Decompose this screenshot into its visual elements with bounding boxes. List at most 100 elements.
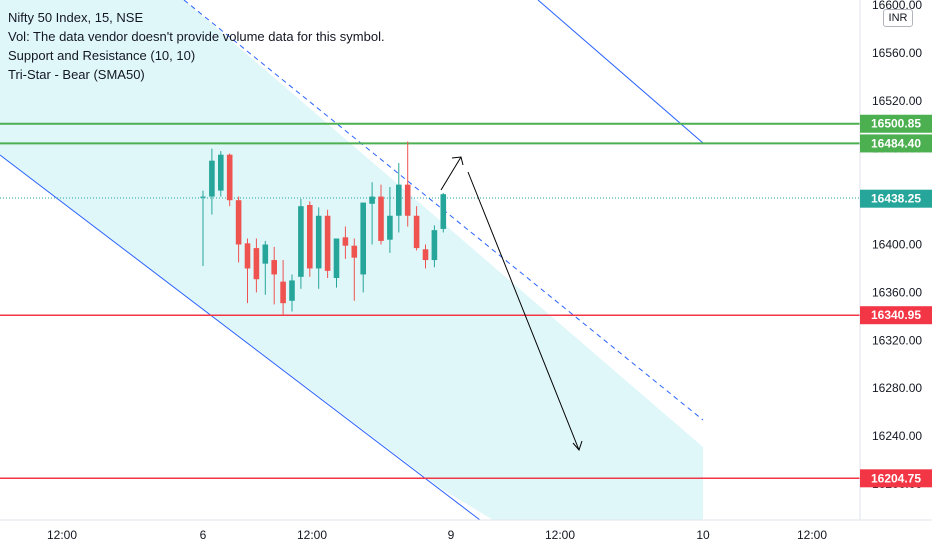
- price-tag-bg: [860, 306, 932, 325]
- candle: [262, 240, 269, 295]
- candle: [369, 182, 375, 245]
- candle-body: [404, 184, 411, 216]
- candle: [280, 260, 286, 316]
- price-tag: 16500.85: [860, 114, 932, 133]
- candle: [315, 207, 322, 289]
- price-tag: 16438.25: [860, 189, 932, 208]
- candle-body: [396, 184, 402, 216]
- price-tag-bg: [860, 189, 932, 208]
- candle-body: [360, 202, 366, 275]
- arrow-down-head: [572, 440, 583, 451]
- candle: [226, 153, 233, 207]
- candle: [235, 196, 242, 263]
- price-tick-label: 16520.00: [872, 94, 922, 108]
- price-tick-label: 16400.00: [872, 238, 922, 252]
- price-tick-label: 16240.00: [872, 429, 922, 443]
- projection-arrow[interactable]: [440, 156, 583, 451]
- volume-note: Vol: The data vendor doesn't provide vol…: [8, 29, 385, 44]
- arrow-down-segment[interactable]: [467, 171, 580, 451]
- arrow-up-segment[interactable]: [440, 156, 462, 191]
- price-tag-bg: [860, 114, 932, 133]
- price-tick-label: 16320.00: [872, 333, 922, 347]
- candle: [298, 198, 304, 289]
- candle: [422, 244, 429, 269]
- candle: [289, 274, 295, 312]
- price-tag-label: 16500.85: [871, 117, 921, 131]
- candle-body: [440, 194, 447, 229]
- candle-body: [244, 243, 251, 269]
- candle-body: [378, 196, 384, 241]
- candle-body: [298, 206, 304, 277]
- price-tag: 16340.95: [860, 306, 932, 325]
- time-tick-label: 6: [200, 528, 207, 542]
- candle-body: [387, 215, 393, 240]
- candle-body: [307, 204, 313, 269]
- candle-body: [333, 238, 340, 279]
- price-tag-label: 16340.95: [871, 308, 921, 322]
- time-tick-label: 12:00: [297, 528, 327, 542]
- candle: [404, 141, 411, 227]
- time-tick-label: 9: [448, 528, 455, 542]
- candle: [271, 246, 277, 305]
- candle: [342, 226, 349, 259]
- candle: [440, 193, 447, 233]
- candle-body: [209, 160, 215, 197]
- candle-body: [342, 237, 349, 246]
- candle: [413, 206, 420, 251]
- channel-fill: [0, 0, 703, 520]
- price-tags: 16500.85 16484.40 16340.95 16204.75 16438.25: [860, 114, 932, 488]
- candles: [200, 141, 447, 316]
- candle-body: [289, 280, 295, 301]
- candle-body: [351, 245, 358, 258]
- candle-body: [315, 215, 322, 269]
- candle: [307, 201, 313, 277]
- candle-body: [271, 260, 277, 275]
- channel-lower-line[interactable]: [0, 154, 481, 521]
- price-tag-bg: [860, 469, 932, 488]
- candle-body: [280, 281, 286, 304]
- arrow-up-head: [451, 156, 464, 166]
- candle: [218, 151, 224, 197]
- time-axis[interactable]: 12:00 6 12:00 9 12:00 10 12:00: [47, 528, 827, 542]
- horizontal-levels: [0, 122, 860, 480]
- price-tag-label: 16484.40: [871, 136, 921, 150]
- candle: [360, 202, 366, 293]
- indicator-support-resistance[interactable]: Support and Resistance (10, 10): [8, 48, 196, 63]
- time-tick-label: 10: [696, 528, 710, 542]
- candle-body: [226, 154, 233, 201]
- candle-body: [369, 196, 375, 204]
- candle: [396, 163, 402, 233]
- candle: [244, 238, 251, 304]
- price-tag: 16204.75: [860, 469, 932, 488]
- candle: [253, 238, 260, 293]
- candle: [387, 187, 393, 253]
- price-tag-label: 16204.75: [871, 471, 921, 485]
- price-tick-label: 16360.00: [872, 285, 922, 299]
- candle-body: [253, 248, 260, 280]
- price-tick-label: 16560.00: [872, 46, 922, 60]
- candle-body: [324, 215, 331, 271]
- channel-upper-line[interactable]: [537, 0, 704, 144]
- chart-legend: Nifty 50 Index, 15, NSE Vol: The data ve…: [8, 8, 385, 84]
- candle-body: [431, 230, 438, 261]
- time-tick-label: 12:00: [545, 528, 575, 542]
- price-tag-bg: [860, 134, 932, 153]
- candle: [431, 225, 438, 268]
- candle-body: [218, 154, 224, 191]
- candle: [378, 184, 384, 245]
- symbol-title[interactable]: Nifty 50 Index, 15, NSE: [8, 10, 144, 25]
- candle: [209, 148, 215, 215]
- price-tag: 16484.40: [860, 134, 932, 153]
- candle: [333, 238, 340, 288]
- time-tick-label: 12:00: [797, 528, 827, 542]
- indicator-tri-star[interactable]: Tri-Star - Bear (SMA50): [8, 67, 145, 82]
- candle-body: [422, 249, 429, 261]
- candle-body: [413, 215, 420, 249]
- currency-badge[interactable]: INR: [883, 9, 913, 27]
- price-tick-label: 16280.00: [872, 381, 922, 395]
- candle-body: [235, 200, 242, 245]
- candle: [324, 209, 331, 279]
- candle: [200, 190, 206, 267]
